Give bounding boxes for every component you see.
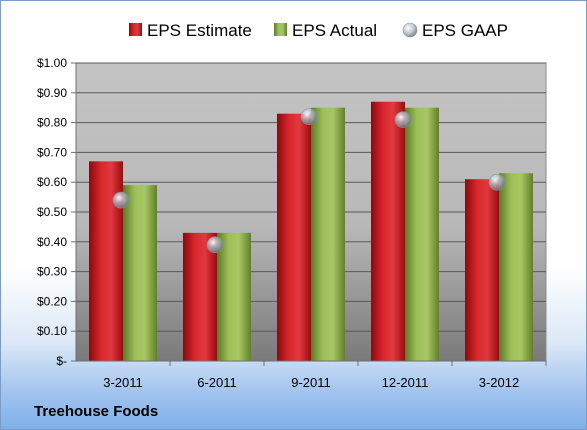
bar-eps-estimate [183,232,217,361]
company-name: Treehouse Foods [34,403,159,420]
bar-eps-actual [499,173,533,361]
marker-eps-gaap [206,236,224,254]
legend-swatch [402,22,418,38]
legend-swatch [129,23,142,36]
y-tick-label: $0.80 [37,116,67,130]
bar-eps-actual [405,107,439,361]
marker-eps-gaap [112,191,130,209]
legend-label: EPS GAAP [422,21,508,40]
y-tick-label: $0.10 [37,324,67,338]
bar-eps-actual [311,107,345,361]
marker-eps-gaap [394,111,412,128]
bar-eps-estimate [89,161,123,361]
x-tick-label: 12-2011 [382,375,429,390]
x-tick-label: 6-2011 [197,375,237,390]
bar-eps-estimate [371,101,405,362]
y-tick-label: $0.40 [37,235,67,249]
y-tick-label: $0.30 [37,265,67,279]
marker-eps-gaap [300,108,318,125]
x-tick-label: 9-2011 [291,375,331,390]
bar-eps-actual [217,232,251,361]
x-tick-label: 3-2012 [479,375,519,390]
legend-swatch [274,23,287,36]
legend-label: EPS Estimate [147,21,252,40]
y-tick-label: $- [56,354,67,368]
y-tick-label: $0.90 [37,86,67,100]
y-tick-label: $1.00 [37,56,67,70]
y-tick-label: $0.70 [37,145,67,159]
y-tick-label: $0.20 [37,294,67,308]
legend-label: EPS Actual [292,21,377,40]
marker-eps-gaap [488,173,506,191]
y-tick-label: $0.60 [37,175,67,189]
x-tick-label: 3-2011 [103,375,143,390]
y-tick-label: $0.50 [37,205,67,219]
bar-eps-estimate [465,179,499,361]
bar-eps-estimate [277,113,311,361]
bar-eps-actual [123,185,157,361]
